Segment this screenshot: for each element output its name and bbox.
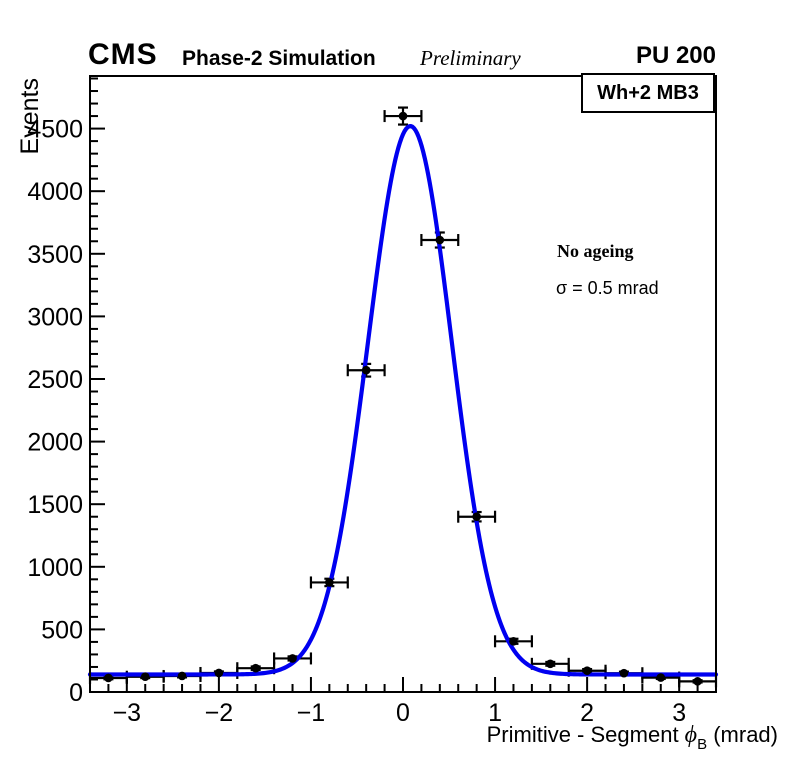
plot-frame [89, 75, 717, 693]
data-point [619, 668, 629, 678]
x-tick-label: 2 [580, 699, 594, 727]
legend-title: Wh+2 MB3 [597, 81, 699, 104]
annotation-sigma: σ = 0.5 mrad [556, 278, 659, 298]
data-point [472, 512, 481, 522]
x-tick-label: −3 [113, 699, 142, 727]
data-point [214, 668, 224, 678]
data-point [435, 235, 445, 245]
annotation-ageing: No ageing [557, 241, 634, 261]
x-tick-label: −1 [297, 699, 326, 727]
x-tick-label: 0 [396, 699, 410, 727]
data-point [509, 636, 518, 646]
data-point [656, 673, 666, 682]
y-tick-label: 4500 [27, 116, 83, 144]
pileup-label: PU 200 [635, 42, 716, 69]
y-tick-label: 1000 [27, 554, 83, 582]
x-tick-label: 3 [672, 699, 686, 727]
data-point [140, 672, 150, 682]
simulation-label: Phase-2 Simulation [182, 47, 376, 70]
data-point [693, 677, 702, 686]
cms-logo-text: CMS [88, 38, 158, 71]
x-tick-label: 1 [488, 699, 502, 727]
data-point [582, 666, 592, 676]
y-tick-label: 2500 [27, 366, 83, 394]
x-title-unit: (mrad) [707, 722, 778, 747]
data-point [361, 365, 371, 375]
data-point [177, 671, 187, 681]
data-point [325, 578, 334, 587]
x-title-main: Primitive - Segment [486, 722, 685, 747]
data-point [251, 663, 261, 673]
y-tick-label: 1500 [27, 491, 83, 519]
preliminary-label: Preliminary [420, 46, 521, 70]
y-tick-label: 3000 [27, 303, 83, 331]
x-axis-title: Primitive - Segment ϕB (mrad) [486, 722, 778, 753]
y-axis-title: Events [16, 78, 44, 155]
y-tick-label: 500 [41, 616, 83, 644]
data-point [398, 111, 408, 121]
phi-symbol: ϕ [684, 722, 698, 748]
data-point [288, 654, 297, 663]
data-point [545, 659, 555, 669]
y-tick-label: 3500 [27, 241, 83, 269]
y-tick-label: 0 [69, 679, 83, 707]
y-tick-label: 2000 [27, 429, 83, 457]
fit-curve [87, 124, 719, 677]
legend-box: Wh+2 MB3 [581, 73, 715, 113]
data-point [104, 673, 113, 683]
y-tick-label: 4000 [27, 178, 83, 206]
phi-subscript: B [697, 736, 708, 753]
x-tick-label: −2 [205, 699, 234, 727]
